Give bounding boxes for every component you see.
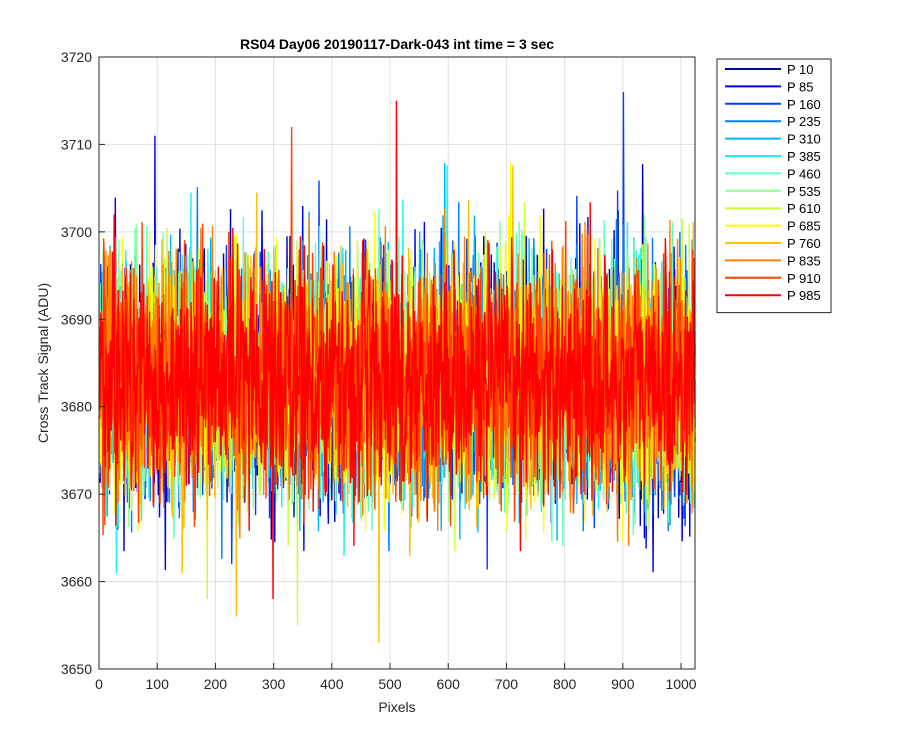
legend-entry: P 535 [787, 184, 821, 199]
x-tick-label: 200 [204, 676, 228, 692]
x-tick-label: 0 [95, 676, 103, 692]
legend: P 10 P 85 P 160 P 235 P 310 P 385 P 460 P 535 P … [716, 58, 832, 314]
x-tick-label: 100 [146, 676, 170, 692]
x-tick-label: 600 [437, 676, 461, 692]
x-tick-label: 300 [262, 676, 286, 692]
legend-entry: P 85 [787, 79, 814, 94]
legend-entry: P 985 [787, 288, 821, 303]
x-tick-label: 800 [553, 676, 577, 692]
series-line [98, 100, 696, 600]
series-group [98, 91, 696, 643]
plot-frame [98, 56, 696, 670]
y-tick-label: 3690 [61, 311, 92, 327]
legend-entry: P 685 [787, 219, 821, 234]
x-tick-label: 700 [495, 676, 519, 692]
legend-box [716, 58, 832, 314]
legend-entry: P 910 [787, 271, 821, 286]
legend-entry: P 760 [787, 236, 821, 251]
legend-entry: P 310 [787, 132, 821, 147]
legend-entry: P 385 [787, 149, 821, 164]
y-tick-label: 3670 [61, 486, 92, 502]
x-tick-label: 1000 [665, 676, 696, 692]
legend-entry: P 235 [787, 114, 821, 129]
legend-entry: P 835 [787, 253, 821, 268]
y-tick-label: 3720 [61, 49, 92, 65]
y-tick-label: 3710 [61, 136, 92, 152]
x-tick-label: 900 [611, 676, 635, 692]
chart-title: RS04 Day06 20190117-Dark-043 int time = … [240, 36, 554, 52]
ticks: 0 100 200 300 400 500 600 700 800 900 1000 3650 3660… [61, 49, 697, 692]
x-tick-label: 400 [320, 676, 344, 692]
legend-entry: P 160 [787, 97, 821, 112]
x-axis-label: Pixels [378, 699, 415, 715]
y-axis-label: Cross Track Signal (ADU) [35, 283, 51, 443]
legend-entry: P 460 [787, 166, 821, 181]
y-tick-label: 3660 [61, 574, 92, 590]
x-tick-label: 500 [378, 676, 402, 692]
legend-entry: P 10 [787, 62, 814, 77]
legend-entry: P 610 [787, 201, 821, 216]
y-tick-label: 3700 [61, 224, 92, 240]
y-tick-label: 3650 [61, 661, 92, 677]
y-tick-label: 3680 [61, 399, 92, 415]
